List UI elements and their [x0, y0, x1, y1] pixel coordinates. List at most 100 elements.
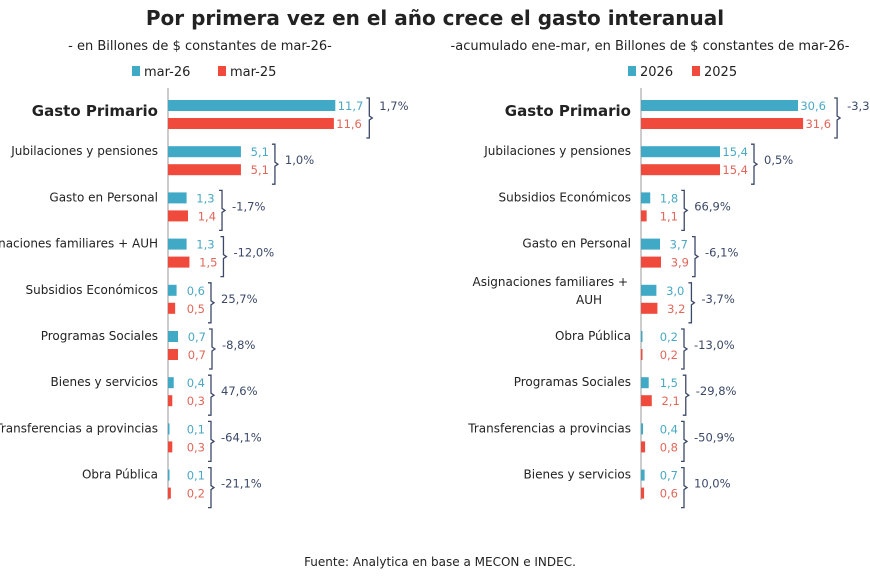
panel-2-bar-current [641, 238, 660, 250]
panel-1-value-label: 1,5 [199, 256, 217, 270]
panel-2-change-label: -50,9% [694, 430, 735, 444]
panel-1-bar-previous [168, 256, 190, 268]
panel-2-bar-current [641, 331, 643, 342]
panel-1-bar-current [168, 469, 170, 481]
panel-1-value-label: 11,7 [338, 99, 364, 113]
panel-2-change-label: -13,0% [694, 338, 735, 352]
panel-2-bar-previous [641, 164, 721, 176]
panel-2-bracket [688, 282, 696, 324]
panel-1-bracket [208, 282, 216, 324]
panel-1-bar-previous [168, 349, 179, 360]
panel-1-bar-current [168, 377, 174, 389]
panel-1-bracket [271, 143, 280, 185]
panel-1-value-label: 0,5 [187, 302, 205, 316]
panel-2-bracket [834, 97, 842, 139]
panel-1-value-label: 1,3 [196, 191, 214, 205]
panel-1-change-label: 1,0% [285, 153, 314, 167]
panel-1-subtitle: - en Billones de $ constantes de mar-26- [68, 39, 332, 54]
panel-2-legend-label-0: 2026 [640, 65, 673, 80]
panel-2-change-label: -3,3% [847, 99, 870, 113]
panel-1-category-label: Obra Pública [82, 468, 158, 482]
panel-2-bar-current [641, 377, 649, 389]
panel-2-change-label: -29,8% [696, 384, 737, 398]
panel-1-change-label: 25,7% [221, 292, 258, 306]
panel-1-category-label: Asignaciones familiares + AUH [0, 237, 158, 251]
panel-2-change-label: -6,1% [705, 246, 738, 260]
panel-2-legend-label-1: 2025 [704, 65, 737, 80]
panel-1-bar-previous [168, 302, 176, 314]
panel-1-value-label: 0,4 [187, 376, 205, 390]
panel-2-value-label: 0,8 [660, 440, 678, 454]
panel-1-change-label: 47,6% [221, 384, 258, 398]
panel-1-legend-swatch-0 [132, 66, 140, 76]
panel-1-bar-previous [168, 487, 171, 499]
panel-1-value-label: 0,6 [187, 284, 205, 298]
panel-2-category-label: Asignaciones familiares + [473, 275, 629, 289]
panel-1-value-label: 5,1 [251, 163, 269, 177]
panel-1-value-label: 1,3 [196, 238, 214, 252]
panel-2-value-label: 31,6 [805, 117, 831, 131]
panel-1-value-label: 0,3 [187, 394, 205, 408]
panel-2-value-label: 15,4 [722, 145, 748, 159]
panel-1-category-label: Subsidios Económicos [26, 283, 158, 297]
panel-1-bar-previous [168, 441, 173, 453]
panel-1-bracket [366, 97, 374, 139]
panel-2-value-label: 0,2 [660, 348, 678, 362]
panel-2-value-label: 0,2 [660, 330, 678, 344]
panel-1-bar-current [168, 423, 170, 435]
panel-1-value-label: 5,1 [251, 145, 269, 159]
panel-2-value-label: 3,0 [666, 284, 684, 298]
chart-title: Por primera vez en el año crece el gasto… [146, 6, 724, 30]
panel-1-bracket [219, 189, 227, 232]
panel-2-bar-current [641, 100, 798, 111]
panel-2-bar-current [641, 423, 644, 435]
panel-2-category-label: Transferencias a provincias [467, 421, 631, 435]
panel-1-bar-current [168, 100, 336, 111]
panel-1-bar-current [168, 331, 179, 342]
panel-2-category-label: Obra Pública [555, 329, 631, 343]
source-note: Fuente: Analytica en base a MECON e INDE… [304, 555, 576, 569]
panel-2-value-label: 3,2 [667, 302, 685, 316]
panel-1-legend-swatch-1 [218, 66, 226, 76]
panel-2-subtitle: -acumulado ene-mar, en Billones de $ con… [451, 39, 850, 54]
panel-1-value-label: 0,2 [187, 487, 205, 501]
panel-1-value-label: 1,4 [198, 209, 216, 223]
panel-2-bar-previous [641, 487, 645, 499]
panel-1-bracket [209, 328, 217, 370]
panel-2-value-label: 0,4 [660, 422, 678, 436]
panel-2-bar-current [641, 284, 657, 296]
panel-2-change-label: 0,5% [764, 153, 793, 167]
panel-2-category-label: Programas Sociales [514, 375, 631, 389]
panel-1-bar-previous [168, 395, 173, 407]
panel-2-bracket [681, 328, 689, 370]
panel-2-value-label: 0,7 [660, 469, 678, 483]
panel-1-change-label: -1,7% [232, 199, 265, 213]
panel-1-bar-current [168, 192, 187, 204]
panel-1-category-label: Jubilaciones y pensiones [10, 144, 158, 158]
panel-1-change-label: -21,1% [221, 477, 262, 491]
panel-2-bracket [682, 374, 690, 416]
panel-2-value-label: 1,8 [660, 191, 678, 205]
panel-1-category-label: Gasto en Personal [49, 190, 158, 204]
panel-2-bar-previous [641, 302, 658, 314]
panel-2-bracket [681, 466, 689, 509]
panel-2-bracket [751, 143, 759, 185]
panel-2-change-label: 10,0% [694, 477, 731, 491]
panel-2-category-label: Gasto Primario [505, 102, 631, 120]
panel-2-change-label: -3,7% [701, 292, 734, 306]
panel-2-category-label-cont: AUH [576, 293, 602, 307]
panel-1-bracket [208, 374, 216, 416]
panel-1-bar-current [168, 146, 241, 158]
panel-2-change-label: 66,9% [694, 199, 731, 213]
panel-1-bar-previous [168, 164, 241, 176]
panel-1-bar-previous [168, 118, 334, 129]
panel-1-value-label: 0,7 [188, 330, 206, 344]
panel-2-category-label: Subsidios Económicos [499, 190, 631, 204]
panel-1-bracket [208, 420, 216, 463]
panel-2-value-label: 3,9 [671, 256, 689, 270]
panel-1-change-label: -64,1% [221, 430, 262, 444]
panel-2-value-label: 1,1 [660, 209, 678, 223]
panel-2-bar-current [641, 469, 645, 481]
panel-1-category-label: Transferencias a provincias [0, 421, 158, 435]
